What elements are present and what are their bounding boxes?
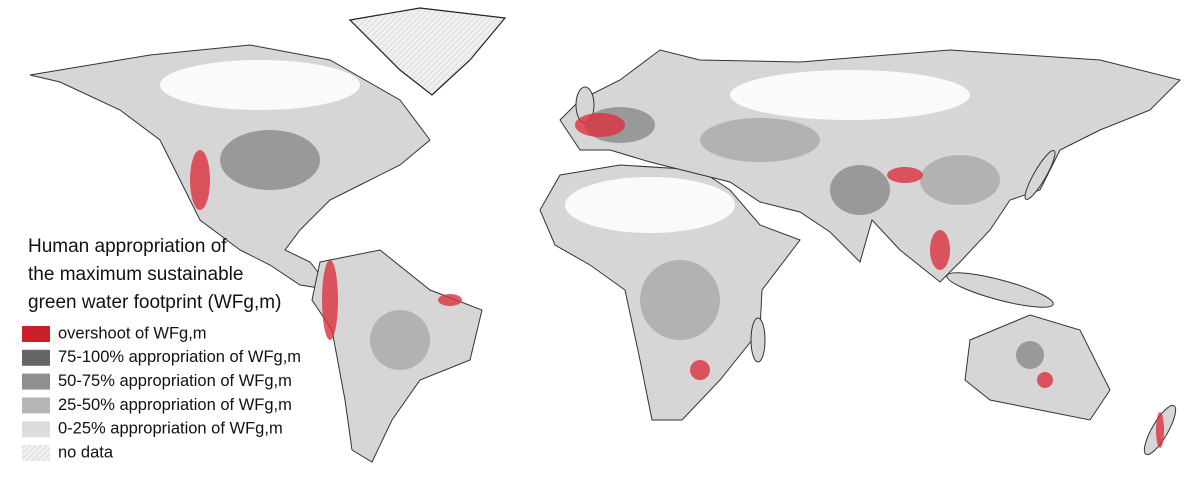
madagascar [750,317,766,363]
australia [964,314,1111,421]
legend-title: green water footprint (WFg,m) [28,292,281,313]
greenland [348,7,507,96]
legend-swatch [22,373,50,390]
indonesia [946,272,1054,308]
legend-swatch-hatch [22,445,50,461]
legend-label: overshoot of WFg,m [58,324,207,342]
legend-swatch [22,421,50,438]
legend-label: 0-25% appropriation of WFg,m [58,420,283,438]
legend-label: 50-75% appropriation of WFg,m [58,372,292,390]
shading [160,60,1164,448]
legend-title: the maximum sustainable [28,264,243,285]
legend-swatch [22,397,50,414]
japan [1024,150,1056,200]
legend-swatch [22,326,50,342]
eurasia [559,49,1181,283]
legend-label: 75-100% appropriation of WFg,m [58,348,301,366]
legend-title: Human appropriation of [28,236,227,257]
legend-swatch [22,349,50,366]
legend-label: no data [58,443,114,461]
legend: Human appropriation of the maximum sustai… [22,236,301,461]
legend-label: 25-50% appropriation of WFg,m [58,396,292,414]
